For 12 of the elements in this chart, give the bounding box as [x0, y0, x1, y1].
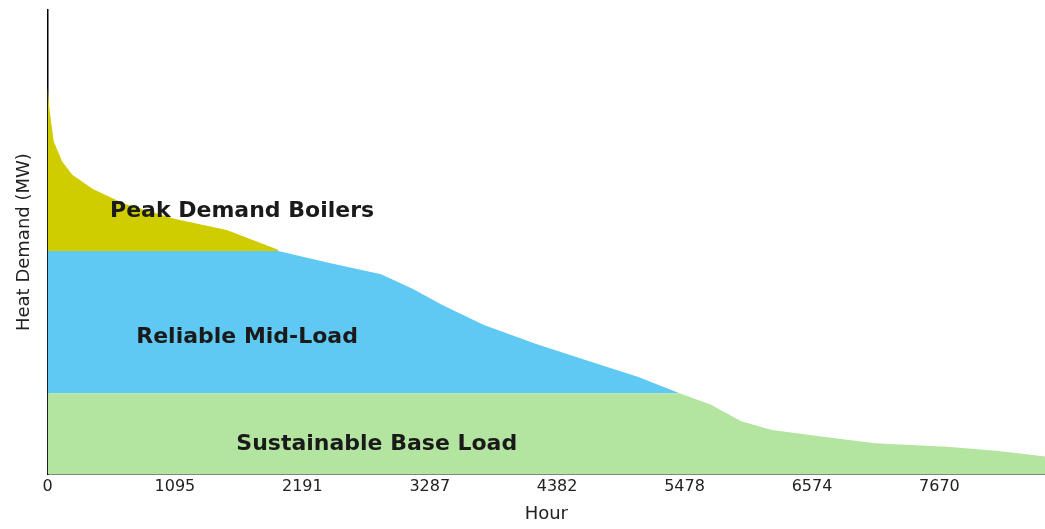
x-tick-label: 1095 — [154, 475, 196, 495]
x-tick-label: 4382 — [536, 475, 578, 495]
y-axis-title: Heat Demand (MW) — [12, 153, 34, 332]
x-axis-title: Hour — [524, 501, 569, 523]
x-tick-label: 5478 — [664, 475, 705, 495]
series-label: Sustainable Base Load — [236, 430, 518, 456]
x-tick-label: 0 — [42, 475, 53, 495]
x-tick-label: 6574 — [791, 475, 833, 495]
x-tick-label: 2191 — [282, 475, 323, 495]
x-tick-label: 3287 — [409, 475, 451, 495]
x-tick-label: 7670 — [919, 475, 960, 495]
series-label: Reliable Mid-Load — [136, 322, 358, 348]
